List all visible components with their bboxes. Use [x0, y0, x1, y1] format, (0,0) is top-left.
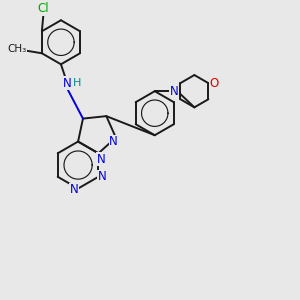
Text: N: N	[97, 153, 106, 166]
Text: N: N	[170, 85, 179, 98]
Text: O: O	[210, 76, 219, 90]
Text: N: N	[63, 77, 72, 90]
Text: N: N	[98, 170, 106, 183]
Text: Cl: Cl	[38, 2, 49, 15]
Text: N: N	[70, 184, 79, 196]
Text: N: N	[109, 136, 118, 148]
Text: H: H	[73, 78, 81, 88]
Text: CH₃: CH₃	[7, 44, 27, 54]
